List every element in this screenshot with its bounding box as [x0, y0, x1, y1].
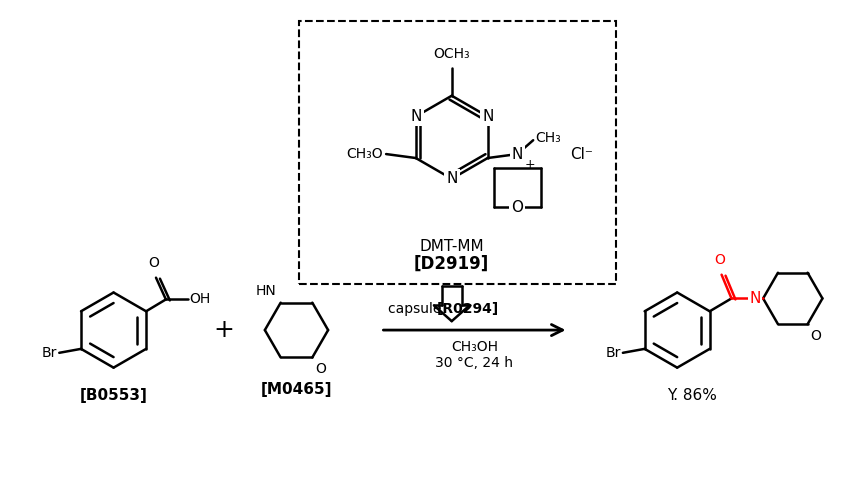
Text: Br: Br — [42, 346, 57, 360]
Text: CH₃OH: CH₃OH — [451, 340, 498, 354]
Text: N: N — [446, 171, 457, 186]
Text: N: N — [750, 291, 761, 306]
Text: Y. 86%: Y. 86% — [667, 388, 717, 403]
Text: O: O — [511, 200, 523, 215]
Text: O: O — [315, 363, 326, 376]
Text: O: O — [149, 256, 159, 270]
Text: [B0553]: [B0553] — [80, 388, 147, 403]
Text: +: + — [524, 158, 535, 171]
Text: [M0465]: [M0465] — [261, 382, 332, 397]
Text: HN: HN — [256, 284, 276, 298]
Text: OCH₃: OCH₃ — [433, 47, 470, 61]
Text: Br: Br — [605, 346, 621, 360]
Bar — [300, 20, 615, 284]
Text: N: N — [482, 109, 493, 124]
Text: 30 °C, 24 h: 30 °C, 24 h — [436, 356, 514, 370]
Text: N: N — [410, 109, 421, 124]
Text: CH₃: CH₃ — [535, 131, 561, 145]
Text: capsule: capsule — [389, 302, 446, 316]
Text: [D2919]: [D2919] — [414, 255, 490, 273]
Text: O: O — [811, 329, 822, 343]
Text: +: + — [214, 318, 235, 342]
Text: Cl⁻: Cl⁻ — [570, 146, 592, 162]
Text: N: N — [512, 146, 523, 162]
Text: DMT-MM: DMT-MM — [419, 239, 484, 253]
Text: [R0294]: [R0294] — [437, 302, 499, 316]
Text: OH: OH — [190, 293, 211, 307]
Text: O: O — [714, 253, 725, 267]
Text: CH₃O: CH₃O — [347, 147, 383, 161]
